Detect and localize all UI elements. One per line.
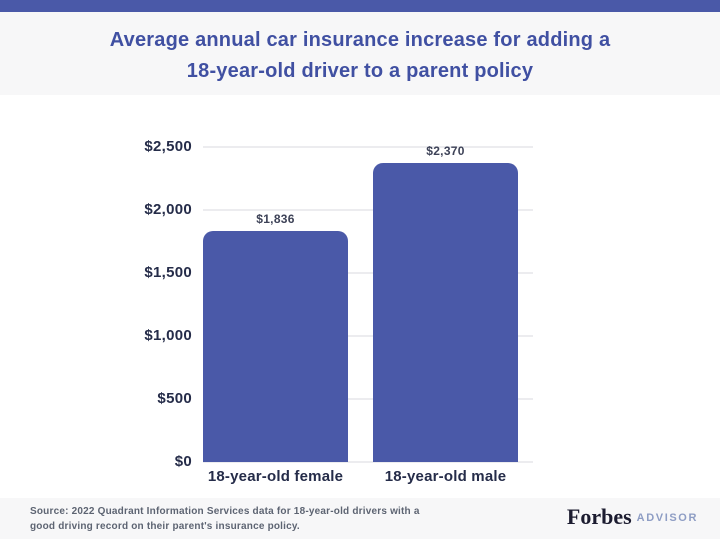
source-note-line-1: Source: 2022 Quadrant Information Servic… — [30, 506, 420, 517]
chart-title-line-2: 18-year-old driver to a parent policy — [186, 60, 534, 82]
x-axis-category-label: 18-year-old female — [207, 468, 344, 485]
y-axis-tick-label: $500 — [157, 390, 192, 407]
y-axis-tick-label: $1,500 — [144, 264, 192, 281]
advisor-wordmark: ADVISOR — [636, 512, 698, 524]
bar-value-label: $1,836 — [256, 212, 295, 226]
chart-title-line-1: Average annual car insurance increase fo… — [109, 29, 611, 51]
gridline — [203, 146, 533, 148]
x-axis-category-label: 18-year-old male — [384, 468, 507, 485]
gridline — [203, 335, 533, 337]
y-axis-tick-label: $0 — [174, 453, 192, 470]
chart-title: Average annual car insurance increase fo… — [0, 12, 720, 87]
forbes-wordmark: Forbes — [566, 504, 632, 529]
chart-footer: Source: 2022 Quadrant Information Servic… — [0, 498, 720, 539]
gridline — [203, 272, 533, 274]
gridline — [203, 209, 533, 211]
source-note: Source: 2022 Quadrant Information Servic… — [30, 504, 420, 534]
source-note-line-2: good driving record on their parent's in… — [30, 521, 300, 532]
chart-header: Average annual car insurance increase fo… — [0, 12, 720, 95]
gridline — [203, 461, 533, 463]
y-axis-tick-label: $2,500 — [144, 138, 192, 155]
top-accent-strip — [0, 0, 720, 12]
y-axis-tick-label: $1,000 — [144, 327, 192, 344]
bar-value-label: $2,370 — [426, 144, 465, 158]
gridline — [203, 398, 533, 400]
bar — [373, 163, 518, 462]
y-axis-tick-label: $2,000 — [144, 201, 192, 218]
bar — [203, 231, 348, 462]
forbes-advisor-logo: Forbes ADVISOR — [567, 504, 698, 530]
